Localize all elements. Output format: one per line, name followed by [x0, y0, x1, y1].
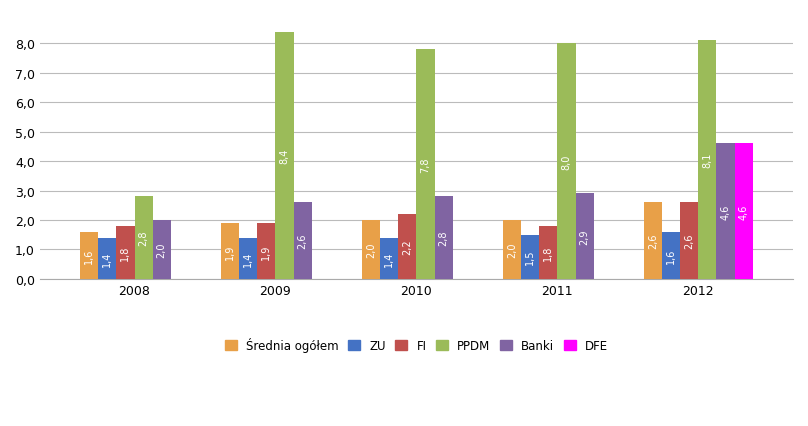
Bar — [257, 223, 276, 279]
Text: 8,4: 8,4 — [280, 148, 289, 164]
Bar — [276, 32, 293, 279]
Bar — [80, 232, 99, 279]
Bar — [575, 194, 594, 279]
Text: 1,9: 1,9 — [225, 244, 235, 259]
Text: 2,8: 2,8 — [439, 230, 448, 246]
Text: 2,0: 2,0 — [366, 242, 376, 257]
Text: 1,4: 1,4 — [103, 251, 112, 266]
Bar — [717, 144, 734, 279]
Bar — [362, 220, 381, 279]
Bar — [521, 235, 539, 279]
Bar — [398, 215, 416, 279]
Bar — [416, 50, 435, 279]
Bar — [153, 220, 170, 279]
Bar — [503, 220, 521, 279]
Text: 1,6: 1,6 — [84, 248, 95, 263]
Text: 2,8: 2,8 — [138, 230, 149, 246]
Text: 8,0: 8,0 — [562, 154, 571, 170]
Bar — [221, 223, 239, 279]
Bar — [134, 197, 153, 279]
Text: 2,2: 2,2 — [402, 239, 412, 255]
Bar — [116, 226, 134, 279]
Bar — [644, 203, 662, 279]
Text: 1,9: 1,9 — [262, 244, 271, 259]
Bar — [381, 238, 398, 279]
Text: 4,6: 4,6 — [721, 204, 730, 219]
Text: 2,6: 2,6 — [648, 233, 658, 249]
Bar — [558, 44, 575, 279]
Bar — [435, 197, 452, 279]
Bar — [539, 226, 558, 279]
Bar — [99, 238, 116, 279]
Text: 7,8: 7,8 — [420, 157, 431, 173]
Bar — [698, 41, 717, 279]
Text: 1,8: 1,8 — [120, 245, 130, 260]
Text: 1,6: 1,6 — [666, 248, 676, 263]
Text: 1,4: 1,4 — [385, 251, 394, 266]
Text: 1,5: 1,5 — [525, 249, 535, 265]
Text: 8,1: 8,1 — [702, 153, 713, 168]
Bar — [293, 203, 312, 279]
Bar — [680, 203, 698, 279]
Text: 1,8: 1,8 — [543, 245, 553, 260]
Bar — [662, 232, 680, 279]
Bar — [734, 144, 753, 279]
Text: 2,6: 2,6 — [684, 233, 694, 249]
Text: 2,9: 2,9 — [579, 229, 590, 244]
Bar — [239, 238, 257, 279]
Text: 2,6: 2,6 — [297, 233, 308, 249]
Text: 1,4: 1,4 — [243, 251, 253, 266]
Text: 2,0: 2,0 — [157, 242, 166, 257]
Legend: Średnia ogółem, ZU, FI, PPDM, Banki, DFE: Średnia ogółem, ZU, FI, PPDM, Banki, DFE — [220, 333, 612, 357]
Text: 4,6: 4,6 — [739, 204, 749, 219]
Text: 2,0: 2,0 — [507, 242, 517, 257]
